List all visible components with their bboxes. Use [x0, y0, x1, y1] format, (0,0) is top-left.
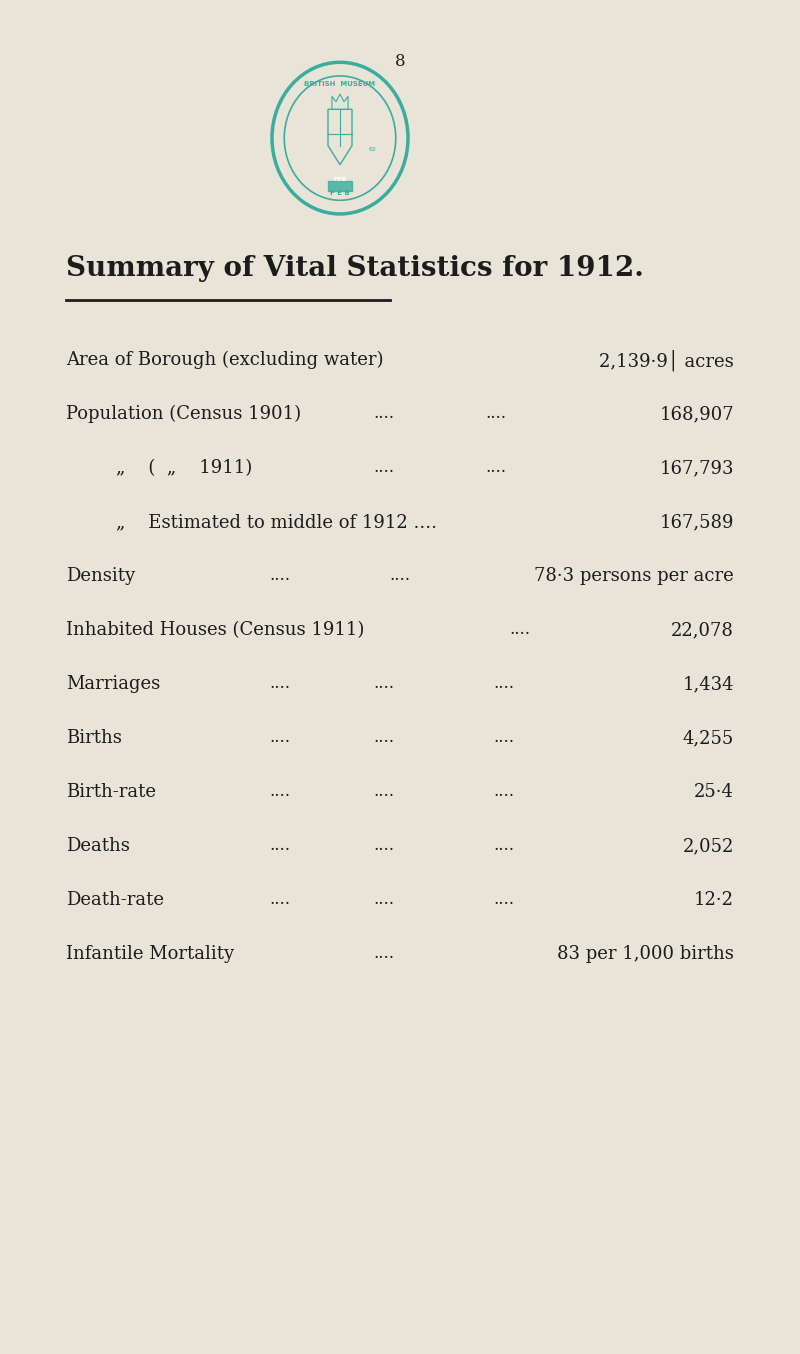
Text: ....: ....	[494, 676, 514, 692]
FancyBboxPatch shape	[328, 181, 352, 191]
Text: 12·2: 12·2	[694, 891, 734, 909]
Text: BRITISH  MUSEUM: BRITISH MUSEUM	[305, 80, 375, 87]
Text: ....: ....	[486, 405, 506, 422]
Text: F E B: F E B	[330, 190, 350, 196]
Text: „    Estimated to middle of 1912 ....: „ Estimated to middle of 1912 ....	[116, 513, 437, 531]
Text: 2,052: 2,052	[682, 837, 734, 854]
Text: 25·4: 25·4	[694, 783, 734, 802]
Text: ....: ....	[374, 730, 394, 746]
Text: ....: ....	[494, 784, 514, 800]
Text: 83 per 1,000 births: 83 per 1,000 births	[557, 945, 734, 963]
Text: ....: ....	[374, 459, 394, 477]
Text: Births: Births	[66, 728, 122, 747]
Text: Area of Borough (excluding water): Area of Borough (excluding water)	[66, 351, 383, 370]
Text: Death-rate: Death-rate	[66, 891, 164, 909]
Text: Population (Census 1901): Population (Census 1901)	[66, 405, 301, 422]
Text: Birth-rate: Birth-rate	[66, 783, 156, 802]
Text: 1,434: 1,434	[682, 676, 734, 693]
Text: 22,078: 22,078	[671, 621, 734, 639]
Text: 8: 8	[394, 54, 406, 70]
Text: ....: ....	[374, 838, 394, 854]
Text: ....: ....	[374, 676, 394, 692]
Text: ....: ....	[494, 730, 514, 746]
Text: FEB: FEB	[334, 177, 346, 183]
Text: ....: ....	[270, 891, 290, 909]
Text: 167,793: 167,793	[659, 459, 734, 477]
Text: Marriages: Marriages	[66, 676, 160, 693]
Text: ....: ....	[374, 784, 394, 800]
Text: 2,139·9│ acres: 2,139·9│ acres	[599, 349, 734, 371]
Text: Deaths: Deaths	[66, 837, 130, 854]
Text: ....: ....	[486, 459, 506, 477]
Text: Inhabited Houses (Census 1911): Inhabited Houses (Census 1911)	[66, 621, 364, 639]
Text: ....: ....	[374, 945, 394, 963]
Text: ....: ....	[270, 676, 290, 692]
Text: ....: ....	[390, 567, 410, 585]
Text: ....: ....	[270, 838, 290, 854]
Text: 78·3 persons per acre: 78·3 persons per acre	[534, 567, 734, 585]
Text: Infantile Mortality: Infantile Mortality	[66, 945, 234, 963]
Text: ....: ....	[270, 567, 290, 585]
Text: ....: ....	[494, 838, 514, 854]
Text: ....: ....	[494, 891, 514, 909]
Text: ....: ....	[374, 891, 394, 909]
Text: ....: ....	[270, 730, 290, 746]
Text: 62: 62	[369, 148, 377, 152]
Text: ....: ....	[374, 405, 394, 422]
Text: Summary of Vital Statistics for 1912.: Summary of Vital Statistics for 1912.	[66, 255, 644, 282]
Text: 4,255: 4,255	[682, 728, 734, 747]
Text: 167,589: 167,589	[659, 513, 734, 531]
Text: „    (  „    1911): „ ( „ 1911)	[116, 459, 252, 477]
Text: ....: ....	[270, 784, 290, 800]
Text: ....: ....	[510, 621, 530, 639]
Text: 168,907: 168,907	[659, 405, 734, 422]
Text: Density: Density	[66, 567, 135, 585]
